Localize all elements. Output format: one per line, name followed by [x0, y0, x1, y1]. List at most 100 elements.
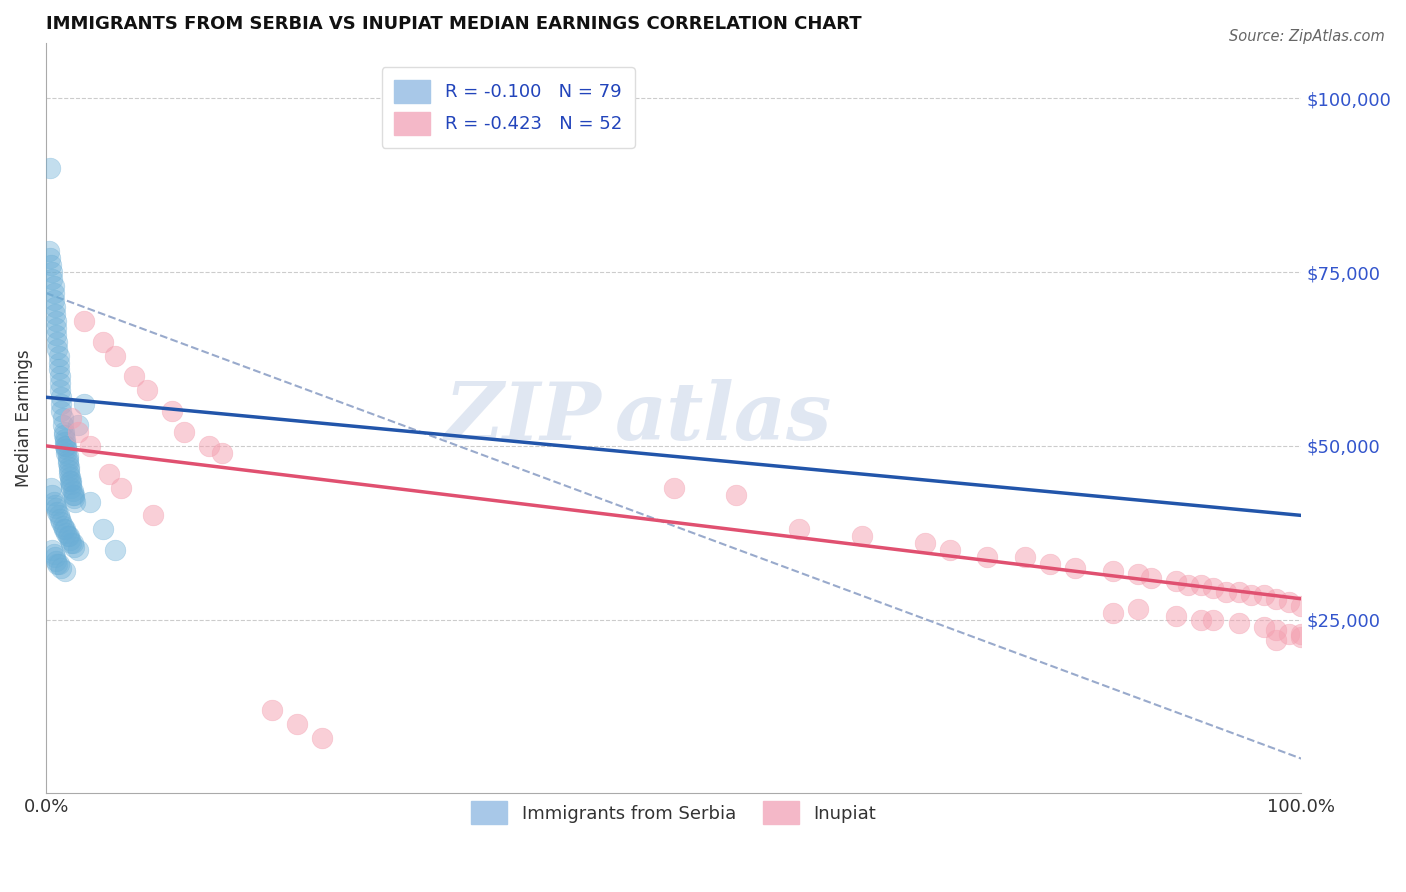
Point — [58, 529, 80, 543]
Text: ZIP: ZIP — [444, 379, 602, 457]
Point — [311, 731, 333, 745]
Point — [39, 161, 62, 175]
Y-axis label: Median Earnings: Median Earnings — [15, 350, 32, 487]
Point — [39, 252, 62, 266]
Point — [211, 446, 233, 460]
Point — [44, 550, 66, 565]
Point — [173, 425, 195, 439]
Point — [48, 557, 70, 571]
Point — [51, 516, 73, 530]
Point — [60, 411, 83, 425]
Point — [1265, 591, 1288, 606]
Point — [1202, 613, 1225, 627]
Point — [53, 435, 76, 450]
Point — [48, 362, 70, 376]
Point — [55, 442, 77, 457]
Point — [48, 355, 70, 369]
Point — [1253, 619, 1275, 633]
Point — [91, 522, 114, 536]
Point — [66, 543, 89, 558]
Point — [198, 439, 221, 453]
Point — [60, 536, 83, 550]
Point — [58, 463, 80, 477]
Text: Source: ZipAtlas.com: Source: ZipAtlas.com — [1229, 29, 1385, 44]
Point — [104, 543, 127, 558]
Point — [51, 411, 73, 425]
Point — [285, 717, 308, 731]
Point — [56, 456, 79, 470]
Point — [1126, 567, 1149, 582]
Point — [59, 474, 82, 488]
Point — [1227, 616, 1250, 631]
Point — [51, 404, 73, 418]
Point — [60, 474, 83, 488]
Point — [97, 467, 120, 481]
Point — [1039, 557, 1062, 571]
Point — [53, 522, 76, 536]
Point — [73, 397, 96, 411]
Point — [1265, 633, 1288, 648]
Point — [45, 314, 67, 328]
Point — [46, 334, 69, 349]
Point — [45, 327, 67, 342]
Point — [1240, 588, 1263, 602]
Point — [79, 439, 101, 453]
Point — [39, 481, 62, 495]
Point — [51, 397, 73, 411]
Point — [122, 369, 145, 384]
Point — [1202, 582, 1225, 596]
Point — [66, 425, 89, 439]
Point — [41, 543, 63, 558]
Point — [62, 491, 84, 505]
Point — [62, 540, 84, 554]
Point — [59, 533, 82, 547]
Point — [51, 518, 73, 533]
Point — [46, 557, 69, 571]
Point — [58, 467, 80, 481]
Point — [51, 390, 73, 404]
Point — [1265, 623, 1288, 637]
Point — [60, 481, 83, 495]
Point — [44, 307, 66, 321]
Point — [104, 349, 127, 363]
Point — [110, 481, 132, 495]
Point — [42, 286, 65, 301]
Point — [142, 508, 165, 523]
Point — [914, 536, 936, 550]
Point — [62, 484, 84, 499]
Point — [42, 293, 65, 307]
Point — [262, 703, 284, 717]
Point — [46, 342, 69, 356]
Point — [56, 450, 79, 464]
Point — [1291, 626, 1313, 640]
Point — [45, 501, 67, 516]
Point — [787, 522, 810, 536]
Point — [62, 487, 84, 501]
Point — [56, 452, 79, 467]
Point — [51, 418, 73, 433]
Point — [55, 446, 77, 460]
Point — [1215, 584, 1237, 599]
Point — [1102, 606, 1125, 620]
Point — [976, 550, 998, 565]
Point — [39, 258, 62, 272]
Point — [1014, 550, 1036, 565]
Point — [53, 564, 76, 578]
Point — [1164, 574, 1187, 589]
Point — [51, 560, 73, 574]
Point — [55, 525, 77, 540]
Point — [1189, 613, 1212, 627]
Point — [42, 547, 65, 561]
Point — [1278, 595, 1301, 609]
Point — [53, 432, 76, 446]
Point — [58, 459, 80, 474]
Point — [91, 334, 114, 349]
Point — [1189, 578, 1212, 592]
Point — [62, 487, 84, 501]
Point — [1064, 560, 1087, 574]
Point — [52, 428, 75, 442]
Point — [49, 512, 72, 526]
Point — [1278, 626, 1301, 640]
Point — [59, 470, 82, 484]
Point — [42, 494, 65, 508]
